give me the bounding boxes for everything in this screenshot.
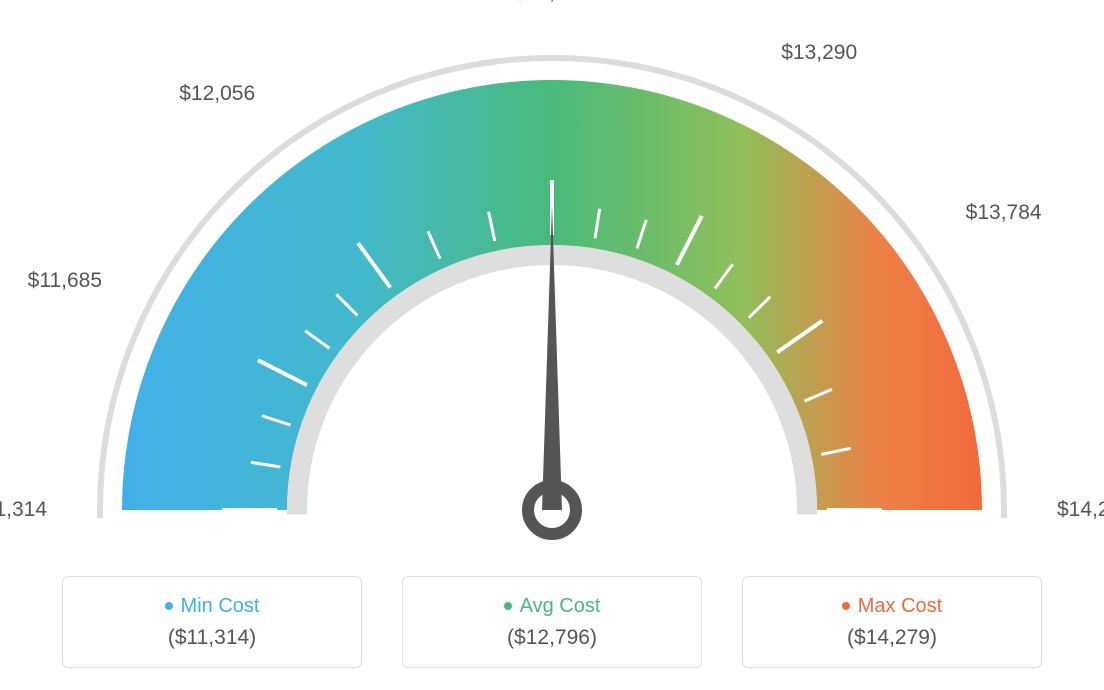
legend-card-min: Min Cost ($11,314): [62, 576, 362, 668]
legend-title: Min Cost: [165, 595, 260, 618]
legend-dot-icon: [842, 602, 850, 610]
gauge-svg: [0, 0, 1104, 560]
legend-title: Max Cost: [842, 595, 942, 618]
legend-title-text: Min Cost: [181, 595, 260, 618]
gauge-tick-label: $13,290: [781, 41, 857, 65]
legend-dot-icon: [504, 602, 512, 610]
legend-card-avg: Avg Cost ($12,796): [402, 576, 702, 668]
gauge-tick-label: $11,685: [28, 269, 102, 293]
legend-card-max: Max Cost ($14,279): [742, 576, 1042, 668]
legend-title: Avg Cost: [504, 595, 601, 618]
gauge-tick-label: $12,796: [514, 0, 590, 5]
legend-value: ($11,314): [168, 626, 256, 650]
gauge-tick-label: $12,056: [179, 82, 255, 106]
legend-row: Min Cost ($11,314) Avg Cost ($12,796) Max Co…: [0, 576, 1104, 668]
legend-title-text: Max Cost: [858, 595, 942, 618]
gauge-tick-label: $11,314: [0, 498, 47, 522]
gauge-tick-label: $13,784: [966, 201, 1042, 225]
cost-gauge: $11,314 $11,685 $12,056 $12,796 $13,290 $13,7…: [0, 0, 1104, 560]
gauge-tick-label: $14,279: [1057, 498, 1104, 522]
legend-value: ($14,279): [847, 626, 937, 650]
legend-dot-icon: [165, 602, 173, 610]
legend-title-text: Avg Cost: [520, 595, 601, 618]
legend-value: ($12,796): [507, 626, 597, 650]
